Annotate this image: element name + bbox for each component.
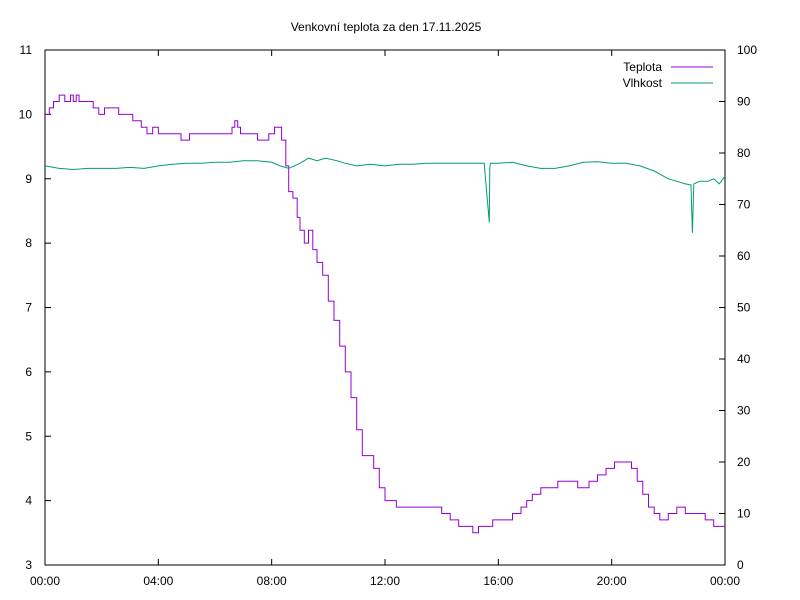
legend-label: Teplota (623, 60, 662, 74)
y2-tick-label: 70 (737, 198, 751, 212)
y2-tick-label: 50 (737, 301, 751, 315)
y-tick-label: 11 (20, 43, 33, 57)
y-tick-label: 8 (25, 236, 32, 250)
x-tick-label: 20:00 (597, 574, 627, 588)
x-tick-label: 12:00 (370, 574, 400, 588)
y2-tick-label: 90 (737, 95, 751, 109)
x-tick-label: 08:00 (257, 574, 287, 588)
y-tick-label: 6 (25, 365, 32, 379)
y-tick-label: 5 (25, 429, 32, 443)
x-tick-label: 00:00 (30, 574, 60, 588)
y2-tick-label: 60 (737, 249, 751, 263)
y-tick-label: 4 (25, 494, 32, 508)
series-line-teplota (45, 94, 725, 534)
y2-tick-label: 0 (737, 558, 744, 572)
y2-tick-label: 100 (737, 43, 757, 57)
y2-tick-label: 20 (737, 455, 751, 469)
legend-label: Vlhkost (623, 76, 663, 90)
plot-area: 00:00 04:00 08:00 12:00 16:00 20:00 00:00 3 4 5 6 7… (19, 43, 758, 588)
chart-title: Venkovní teplota za den 17.11.2025 (291, 20, 482, 34)
y-tick-label: 3 (25, 558, 32, 572)
y-tick-label: 9 (25, 172, 32, 186)
y-tick-label: 10 (19, 107, 33, 121)
x-tick-label: 04:00 (143, 574, 173, 588)
series-line-vlhkost (44, 157, 726, 233)
x-tick-label: 00:00 (710, 574, 740, 588)
x-tick-label: 16:00 (483, 574, 513, 588)
y-tick-label: 7 (25, 301, 32, 315)
y2-tick-label: 10 (737, 507, 751, 521)
y2-tick-label: 40 (737, 352, 751, 366)
y2-tick-label: 80 (737, 146, 751, 160)
legend: Teplota Vlhkost (623, 60, 713, 90)
y2-tick-label: 30 (737, 404, 751, 418)
